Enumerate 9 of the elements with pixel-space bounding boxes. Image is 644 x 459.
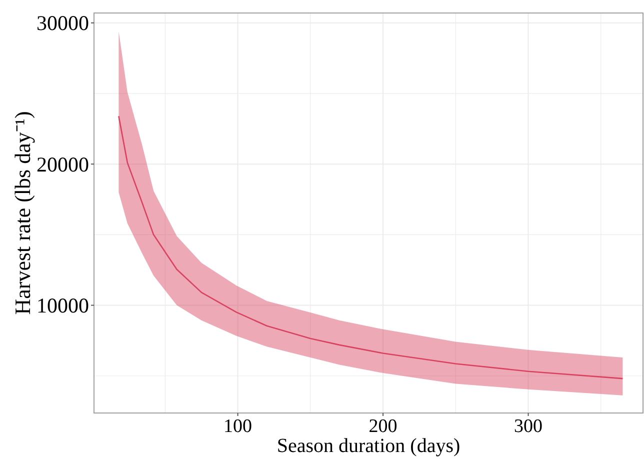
line-series xyxy=(118,115,624,380)
x-tick-label: 200 xyxy=(368,416,398,437)
y-tick-label: 10000 xyxy=(36,294,89,318)
x-tick-label: 300 xyxy=(514,416,543,437)
y-axis-title: Harvest rate (lbs day⁻¹) xyxy=(10,111,35,315)
x-tick-label: 100 xyxy=(224,416,252,437)
x-axis-title: Season duration (days) xyxy=(276,435,460,457)
y-tick-label: 20000 xyxy=(36,152,89,176)
y-tick-label: 30000 xyxy=(36,11,89,36)
